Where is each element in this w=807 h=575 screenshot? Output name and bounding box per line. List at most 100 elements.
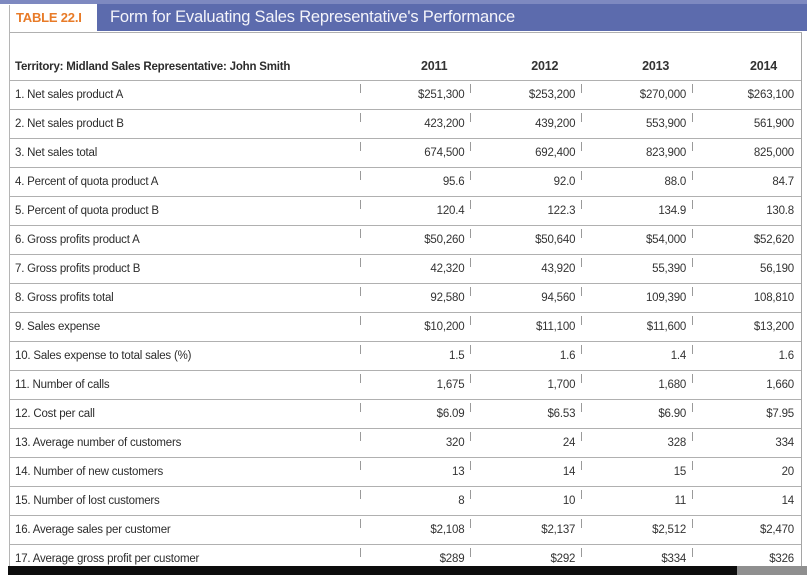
row-label: 4. Percent of quota product A	[15, 176, 159, 188]
value-cell: 55,390	[581, 258, 693, 275]
row-label: 16. Average sales per customer	[15, 524, 171, 536]
table-row: 8. Gross profits total 92,580 94,560 109,39…	[10, 283, 801, 312]
value-cell: 84.7	[692, 171, 801, 188]
column-tick	[581, 142, 583, 151]
value-cell: 134.9	[581, 200, 693, 217]
column-tick	[581, 461, 583, 470]
table-row: 14. Number of new customers 13 14 15 20	[10, 457, 801, 486]
value-cell: 42,320	[359, 258, 472, 275]
column-tick	[581, 548, 583, 557]
column-tick	[692, 461, 694, 470]
column-tick	[470, 403, 472, 412]
column-tick	[359, 84, 361, 93]
column-tick	[359, 374, 361, 383]
column-tick	[359, 229, 361, 238]
column-tick	[581, 84, 583, 93]
value-cell: $6.90	[581, 403, 693, 420]
column-tick	[470, 200, 472, 209]
column-tick	[692, 316, 694, 325]
value-cell: 14	[470, 461, 582, 478]
column-tick	[692, 432, 694, 441]
value-cell: 95.6	[359, 171, 472, 188]
column-tick	[359, 142, 361, 151]
value-cell: 92,580	[359, 287, 472, 304]
value-cell: $253,200	[470, 84, 582, 101]
value-cell: 122.3	[470, 200, 582, 217]
table-row: 2. Net sales product B 423,200 439,200 553,…	[10, 109, 801, 138]
value-cell: $6.09	[359, 403, 472, 420]
table-row: 6. Gross profits product A $50,260 $50,640…	[10, 225, 801, 254]
value-cell: 56,190	[692, 258, 801, 275]
value-cell: 1.5	[359, 345, 472, 362]
column-tick	[470, 171, 472, 180]
value-cell: 1.6	[692, 345, 801, 362]
value-cell: $13,200	[692, 316, 801, 333]
column-tick	[692, 374, 694, 383]
column-tick	[692, 200, 694, 209]
value-cell: 130.8	[692, 200, 801, 217]
value-cell: 320	[359, 432, 472, 449]
column-tick	[692, 171, 694, 180]
value-cell: $11,600	[581, 316, 693, 333]
column-tick	[692, 403, 694, 412]
value-cell: 1.4	[581, 345, 693, 362]
year-column-header: 2013	[642, 59, 670, 73]
column-tick	[470, 461, 472, 470]
column-tick	[692, 490, 694, 499]
value-cell: 88.0	[581, 171, 693, 188]
table-row: 1. Net sales product A $251,300 $253,200 $2…	[10, 80, 801, 109]
column-tick	[581, 287, 583, 296]
table-row: 11. Number of calls 1,675 1,700 1,680 1,660	[10, 370, 801, 399]
value-cell: 825,000	[692, 142, 801, 159]
table-label-box: TABLE 22.I	[0, 4, 97, 31]
row-label: 10. Sales expense to total sales (%)	[15, 350, 192, 362]
column-tick	[359, 519, 361, 528]
evaluation-table: Territory: Midland Sales Representative:…	[10, 32, 802, 566]
column-tick	[581, 519, 583, 528]
column-tick	[470, 374, 472, 383]
column-tick	[692, 287, 694, 296]
column-tick	[470, 316, 472, 325]
column-tick	[692, 519, 694, 528]
column-tick	[470, 84, 472, 93]
value-cell: 24	[470, 432, 582, 449]
top-blue-strip	[0, 0, 807, 4]
value-cell: $2,512	[581, 519, 693, 536]
value-cell: 8	[359, 490, 472, 507]
value-cell: $6.53	[470, 403, 582, 420]
column-tick	[692, 548, 694, 557]
table-number-label: TABLE 22.I	[16, 10, 82, 25]
column-tick	[359, 258, 361, 267]
column-tick	[581, 345, 583, 354]
value-cell: 14	[692, 490, 801, 507]
column-tick	[470, 142, 472, 151]
column-tick	[581, 432, 583, 441]
value-cell: $10,200	[359, 316, 472, 333]
value-cell: $50,260	[359, 229, 472, 246]
column-tick	[359, 316, 361, 325]
column-tick	[359, 200, 361, 209]
value-cell: $270,000	[581, 84, 693, 101]
column-tick	[359, 548, 361, 557]
column-tick	[359, 432, 361, 441]
column-tick	[581, 171, 583, 180]
table-row: 4. Percent of quota product A 95.6 92.0 88.…	[10, 167, 801, 196]
column-tick	[581, 374, 583, 383]
column-tick	[359, 490, 361, 499]
column-tick	[359, 113, 361, 122]
value-cell: 20	[692, 461, 801, 478]
row-label: 12. Cost per call	[15, 408, 95, 420]
column-tick	[692, 345, 694, 354]
column-tick	[692, 84, 694, 93]
value-cell: 1,675	[359, 374, 472, 391]
column-tick	[692, 113, 694, 122]
column-tick	[470, 287, 472, 296]
column-tick	[470, 548, 472, 557]
column-tick	[359, 403, 361, 412]
row-label: 5. Percent of quota product B	[15, 205, 159, 217]
value-cell: 1,680	[581, 374, 693, 391]
column-tick	[581, 316, 583, 325]
row-label: 2. Net sales product B	[15, 118, 124, 130]
year-column-header: 2014	[749, 59, 777, 73]
